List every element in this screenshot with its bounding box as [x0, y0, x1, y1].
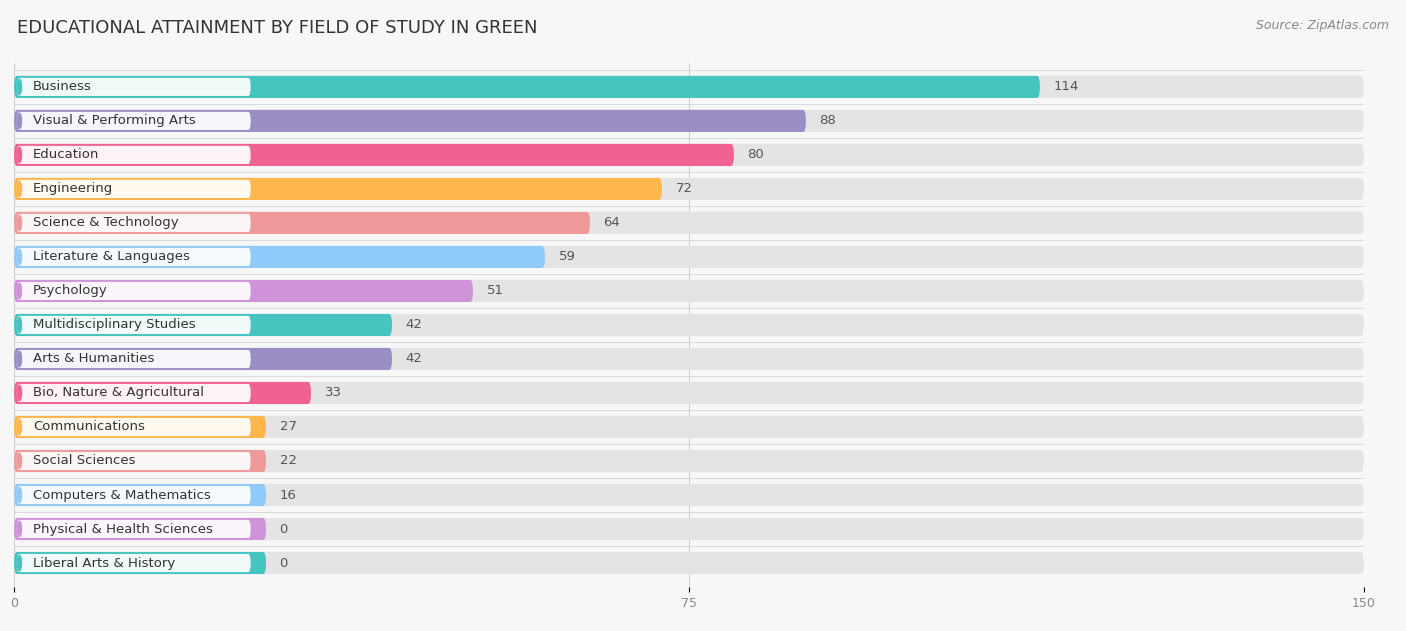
- FancyBboxPatch shape: [17, 350, 250, 368]
- Text: Science & Technology: Science & Technology: [32, 216, 179, 230]
- FancyBboxPatch shape: [14, 76, 1040, 98]
- FancyBboxPatch shape: [14, 76, 1364, 98]
- Circle shape: [17, 386, 21, 401]
- Text: 42: 42: [405, 319, 422, 331]
- Text: Physical & Health Sciences: Physical & Health Sciences: [32, 522, 212, 536]
- FancyBboxPatch shape: [14, 484, 266, 506]
- Circle shape: [17, 181, 21, 197]
- FancyBboxPatch shape: [14, 382, 1364, 404]
- FancyBboxPatch shape: [17, 180, 250, 198]
- FancyBboxPatch shape: [14, 450, 266, 472]
- Text: 51: 51: [486, 285, 503, 297]
- FancyBboxPatch shape: [17, 248, 250, 266]
- FancyBboxPatch shape: [14, 280, 1364, 302]
- FancyBboxPatch shape: [17, 554, 250, 572]
- Text: Literature & Languages: Literature & Languages: [32, 251, 190, 264]
- Circle shape: [17, 113, 21, 129]
- Circle shape: [17, 317, 21, 333]
- Text: 33: 33: [325, 386, 342, 399]
- Circle shape: [17, 419, 21, 435]
- Circle shape: [17, 453, 21, 469]
- Circle shape: [17, 555, 21, 570]
- FancyBboxPatch shape: [17, 214, 250, 232]
- Text: Visual & Performing Arts: Visual & Performing Arts: [32, 114, 195, 127]
- Circle shape: [17, 283, 21, 298]
- FancyBboxPatch shape: [14, 450, 1364, 472]
- Circle shape: [17, 249, 21, 264]
- Text: 114: 114: [1053, 80, 1078, 93]
- Circle shape: [17, 147, 21, 163]
- Text: 16: 16: [280, 488, 297, 502]
- FancyBboxPatch shape: [14, 246, 1364, 268]
- FancyBboxPatch shape: [14, 348, 392, 370]
- Text: Liberal Arts & History: Liberal Arts & History: [32, 557, 176, 570]
- Text: 64: 64: [603, 216, 620, 230]
- FancyBboxPatch shape: [17, 282, 250, 300]
- FancyBboxPatch shape: [17, 112, 250, 130]
- FancyBboxPatch shape: [14, 416, 1364, 438]
- FancyBboxPatch shape: [14, 314, 392, 336]
- FancyBboxPatch shape: [17, 146, 250, 164]
- FancyBboxPatch shape: [14, 178, 662, 200]
- FancyBboxPatch shape: [17, 316, 250, 334]
- Text: 88: 88: [820, 114, 837, 127]
- FancyBboxPatch shape: [17, 384, 250, 402]
- Text: Arts & Humanities: Arts & Humanities: [32, 353, 155, 365]
- Text: Communications: Communications: [32, 420, 145, 433]
- FancyBboxPatch shape: [17, 486, 250, 504]
- FancyBboxPatch shape: [14, 144, 1364, 166]
- FancyBboxPatch shape: [14, 110, 1364, 132]
- Text: 80: 80: [748, 148, 765, 162]
- Text: 42: 42: [405, 353, 422, 365]
- Circle shape: [17, 215, 21, 231]
- FancyBboxPatch shape: [14, 518, 266, 540]
- FancyBboxPatch shape: [14, 552, 1364, 574]
- FancyBboxPatch shape: [17, 452, 250, 470]
- Text: Engineering: Engineering: [32, 182, 114, 196]
- Text: Social Sciences: Social Sciences: [32, 454, 135, 468]
- FancyBboxPatch shape: [17, 520, 250, 538]
- Circle shape: [17, 80, 21, 95]
- FancyBboxPatch shape: [14, 314, 1364, 336]
- Text: Bio, Nature & Agricultural: Bio, Nature & Agricultural: [32, 386, 204, 399]
- FancyBboxPatch shape: [14, 382, 311, 404]
- FancyBboxPatch shape: [14, 416, 266, 438]
- FancyBboxPatch shape: [14, 246, 546, 268]
- FancyBboxPatch shape: [14, 518, 1364, 540]
- FancyBboxPatch shape: [14, 110, 806, 132]
- Text: Education: Education: [32, 148, 100, 162]
- Text: Business: Business: [32, 80, 91, 93]
- Text: 59: 59: [558, 251, 575, 264]
- Text: Psychology: Psychology: [32, 285, 108, 297]
- Text: EDUCATIONAL ATTAINMENT BY FIELD OF STUDY IN GREEN: EDUCATIONAL ATTAINMENT BY FIELD OF STUDY…: [17, 19, 537, 37]
- Circle shape: [17, 351, 21, 367]
- FancyBboxPatch shape: [14, 552, 266, 574]
- FancyBboxPatch shape: [14, 484, 1364, 506]
- Text: 0: 0: [280, 557, 288, 570]
- FancyBboxPatch shape: [14, 348, 1364, 370]
- Text: Multidisciplinary Studies: Multidisciplinary Studies: [32, 319, 195, 331]
- Text: 0: 0: [280, 522, 288, 536]
- FancyBboxPatch shape: [14, 212, 1364, 234]
- FancyBboxPatch shape: [14, 178, 1364, 200]
- Text: Computers & Mathematics: Computers & Mathematics: [32, 488, 211, 502]
- FancyBboxPatch shape: [14, 212, 591, 234]
- FancyBboxPatch shape: [17, 78, 250, 96]
- Text: 22: 22: [280, 454, 297, 468]
- Text: Source: ZipAtlas.com: Source: ZipAtlas.com: [1256, 19, 1389, 32]
- FancyBboxPatch shape: [14, 144, 734, 166]
- FancyBboxPatch shape: [14, 280, 472, 302]
- FancyBboxPatch shape: [17, 418, 250, 436]
- Circle shape: [17, 521, 21, 537]
- Circle shape: [17, 487, 21, 503]
- Text: 72: 72: [675, 182, 692, 196]
- Text: 27: 27: [280, 420, 297, 433]
